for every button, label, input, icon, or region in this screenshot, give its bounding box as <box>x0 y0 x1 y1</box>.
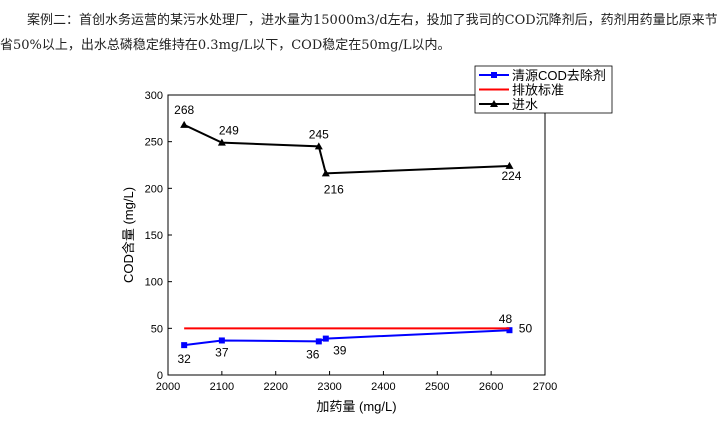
y-axis-label: COD含量 (mg/L) <box>121 187 136 283</box>
x-tick-label: 2100 <box>210 381 234 393</box>
data-label: 224 <box>501 169 521 183</box>
data-point <box>315 338 322 345</box>
legend-label: 进水 <box>512 97 538 112</box>
data-point <box>314 142 323 150</box>
y-tick-label: 250 <box>145 137 163 149</box>
data-label: 268 <box>174 103 194 117</box>
legend-label: 清源COD去除剂 <box>512 68 606 83</box>
data-label: 216 <box>324 182 344 196</box>
data-label: 245 <box>309 127 329 141</box>
data-label: 32 <box>177 352 191 366</box>
x-tick-label: 2000 <box>156 381 180 393</box>
x-tick-label: 2500 <box>425 381 449 393</box>
data-point <box>217 138 226 146</box>
data-point <box>218 337 225 344</box>
x-tick-label: 2400 <box>371 381 395 393</box>
intro-paragraph: 案例二：首创水务运营的某污水处理厂，进水量为15000m3/d左右，投加了我司的… <box>0 8 720 58</box>
x-tick-label: 2600 <box>479 381 503 393</box>
y-tick-label: 50 <box>151 323 163 335</box>
data-point <box>321 169 330 177</box>
legend-marker <box>490 100 498 107</box>
y-tick-label: 150 <box>145 230 163 242</box>
data-label: 39 <box>333 344 347 358</box>
data-label: 48 <box>499 312 513 326</box>
data-label: 50 <box>519 321 533 335</box>
y-tick-label: 100 <box>145 277 163 289</box>
y-tick-label: 300 <box>145 90 163 102</box>
data-point <box>180 120 189 128</box>
data-point <box>506 327 513 334</box>
data-label: 36 <box>306 347 320 361</box>
y-tick-label: 200 <box>145 183 163 195</box>
x-axis-label: 加药量 (mg/L) <box>316 399 396 414</box>
y-tick-label: 0 <box>157 370 163 382</box>
x-tick-label: 2700 <box>533 381 557 393</box>
data-point <box>322 335 329 342</box>
intro-text: 案例二：首创水务运营的某污水处理厂，进水量为15000m3/d左右，投加了我司的… <box>0 13 718 53</box>
data-point <box>181 342 188 349</box>
data-point <box>505 161 514 169</box>
legend-marker <box>491 72 497 78</box>
legend-label: 排放标准 <box>512 83 564 98</box>
x-tick-label: 2200 <box>263 381 287 393</box>
data-label: 37 <box>215 345 229 359</box>
data-label: 249 <box>219 124 239 138</box>
x-tick-label: 2300 <box>317 381 341 393</box>
series-line <box>184 329 510 347</box>
